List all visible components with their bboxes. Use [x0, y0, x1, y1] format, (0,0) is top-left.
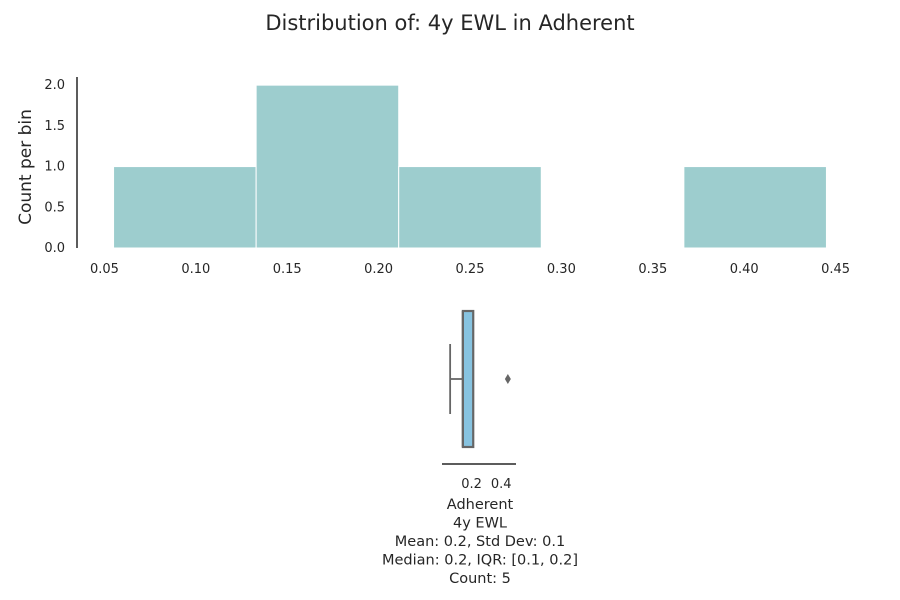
histogram-ylabel: Count per bin [16, 109, 36, 225]
histogram-axes: 0.0 0.5 1.0 1.5 2.0 0.05 0.10 0.15 0.20 0.25 0.30 0… [44, 77, 850, 277]
histogram: 0.0 0.5 1.0 1.5 2.0 0.05 0.10 0.15 0.20 0.25 0.30 0… [16, 77, 850, 277]
histogram-bar [398, 166, 542, 249]
histogram-x-tick-label: 0.35 [638, 262, 667, 277]
boxplot-caption-line: Mean: 0.2, Std Dev: 0.1 [395, 534, 565, 550]
histogram-y-tick-label: 1.5 [44, 119, 65, 134]
histogram-bar [113, 166, 257, 249]
histogram-bars [113, 84, 827, 249]
boxplot-x-tick-label: 0.2 [461, 477, 482, 492]
histogram-x-tick-label: 0.25 [456, 262, 485, 277]
histogram-bar [683, 166, 827, 249]
boxplot-caption-line: Median: 0.2, IQR: [0.1, 0.2] [382, 553, 578, 569]
histogram-bar [255, 84, 400, 249]
histogram-y-tick-label: 1.0 [44, 160, 65, 175]
histogram-y-tick-label: 2.0 [44, 78, 65, 93]
boxplot: 0.2 0.4 [442, 309, 516, 492]
histogram-x-tick-label: 0.30 [547, 262, 576, 277]
boxplot-outlier [504, 374, 511, 384]
histogram-x-tick-label: 0.45 [821, 262, 850, 277]
chart-title: Distribution of: 4y EWL in Adherent [265, 11, 634, 35]
histogram-y-tick-label: 0.0 [44, 241, 65, 256]
histogram-x-tick-label: 0.05 [90, 262, 119, 277]
histogram-x-tick-label: 0.20 [364, 262, 393, 277]
boxplot-caption-line: 4y EWL [453, 516, 507, 532]
histogram-y-tick-label: 0.5 [44, 200, 65, 215]
histogram-x-tick-label: 0.15 [273, 262, 302, 277]
boxplot-caption-line: Count: 5 [449, 571, 511, 587]
boxplot-caption-line: Adherent [447, 497, 514, 513]
histogram-x-tick-label: 0.10 [181, 262, 210, 277]
boxplot-caption: Adherent 4y EWL Mean: 0.2, Std Dev: 0.1 Med… [382, 497, 578, 587]
boxplot-box [461, 309, 475, 449]
boxplot-x-tick-label: 0.4 [491, 477, 512, 492]
histogram-x-tick-label: 0.40 [730, 262, 759, 277]
